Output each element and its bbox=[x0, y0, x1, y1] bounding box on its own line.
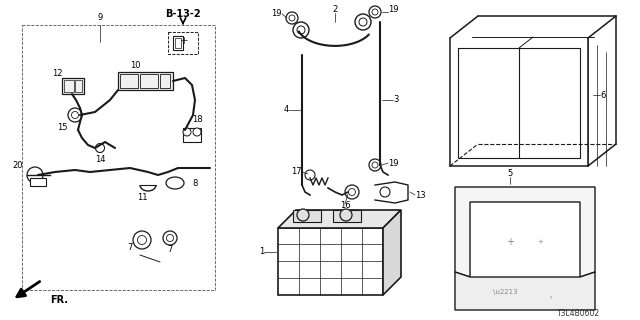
Circle shape bbox=[372, 9, 378, 15]
Text: T3L4B0602: T3L4B0602 bbox=[557, 308, 600, 317]
Text: 14: 14 bbox=[95, 156, 105, 164]
Circle shape bbox=[138, 236, 147, 244]
Text: 19: 19 bbox=[388, 5, 399, 14]
Text: 10: 10 bbox=[130, 61, 140, 70]
Text: B-13-2: B-13-2 bbox=[165, 9, 201, 19]
Polygon shape bbox=[278, 210, 401, 228]
Bar bbox=[30, 178, 46, 186]
Text: 3: 3 bbox=[393, 95, 398, 105]
Bar bbox=[118, 72, 173, 90]
Circle shape bbox=[293, 22, 309, 38]
Text: 11: 11 bbox=[137, 194, 147, 203]
Bar bbox=[62, 78, 84, 94]
Circle shape bbox=[133, 231, 151, 249]
Text: 20: 20 bbox=[13, 161, 23, 170]
Circle shape bbox=[95, 143, 104, 153]
Bar bbox=[293, 210, 321, 222]
Bar bbox=[333, 210, 361, 222]
Circle shape bbox=[166, 235, 173, 242]
Text: 7: 7 bbox=[167, 245, 173, 254]
Text: 19: 19 bbox=[388, 158, 399, 167]
Circle shape bbox=[349, 188, 355, 196]
Circle shape bbox=[340, 209, 352, 221]
Circle shape bbox=[183, 128, 191, 136]
Text: 6: 6 bbox=[600, 91, 605, 100]
Text: +: + bbox=[537, 239, 543, 245]
Bar bbox=[173, 36, 183, 50]
Text: 17: 17 bbox=[291, 167, 302, 177]
Circle shape bbox=[372, 162, 378, 168]
Text: 7: 7 bbox=[127, 244, 132, 252]
Text: 16: 16 bbox=[340, 202, 350, 211]
Bar bbox=[168, 32, 198, 54]
Circle shape bbox=[68, 108, 82, 122]
Circle shape bbox=[289, 15, 295, 21]
Text: 1: 1 bbox=[259, 247, 264, 257]
Circle shape bbox=[380, 187, 390, 197]
Bar bbox=[278, 228, 383, 295]
Bar bbox=[183, 128, 201, 142]
Text: 9: 9 bbox=[97, 13, 102, 22]
Text: 13: 13 bbox=[415, 190, 426, 199]
Circle shape bbox=[305, 170, 315, 180]
Text: 12: 12 bbox=[52, 68, 62, 77]
Bar bbox=[75, 80, 82, 92]
Text: ': ' bbox=[549, 295, 551, 305]
Text: 2: 2 bbox=[332, 5, 338, 14]
Circle shape bbox=[369, 6, 381, 18]
Circle shape bbox=[355, 14, 371, 30]
Text: +: + bbox=[506, 237, 514, 247]
Circle shape bbox=[72, 111, 79, 118]
Circle shape bbox=[193, 128, 201, 136]
Text: 4: 4 bbox=[284, 106, 289, 115]
Bar bbox=[160, 74, 170, 88]
Bar bbox=[140, 74, 158, 88]
Bar bbox=[64, 80, 74, 92]
Circle shape bbox=[297, 209, 309, 221]
Bar bbox=[120, 74, 138, 88]
Text: FR.: FR. bbox=[50, 295, 68, 305]
Text: \u2213: \u2213 bbox=[493, 289, 517, 295]
Circle shape bbox=[297, 26, 305, 34]
Ellipse shape bbox=[166, 177, 184, 189]
Polygon shape bbox=[383, 210, 401, 295]
Text: 5: 5 bbox=[508, 170, 513, 179]
Circle shape bbox=[286, 12, 298, 24]
Text: 19: 19 bbox=[271, 10, 282, 19]
Bar bbox=[22, 25, 215, 290]
Circle shape bbox=[359, 18, 367, 26]
Circle shape bbox=[163, 231, 177, 245]
Polygon shape bbox=[455, 187, 595, 277]
Circle shape bbox=[369, 159, 381, 171]
Text: 8: 8 bbox=[192, 179, 197, 188]
Polygon shape bbox=[455, 272, 595, 310]
Circle shape bbox=[27, 167, 43, 183]
Bar bbox=[175, 38, 181, 48]
Text: 15: 15 bbox=[57, 124, 67, 132]
Text: 18: 18 bbox=[192, 116, 202, 124]
Circle shape bbox=[345, 185, 359, 199]
